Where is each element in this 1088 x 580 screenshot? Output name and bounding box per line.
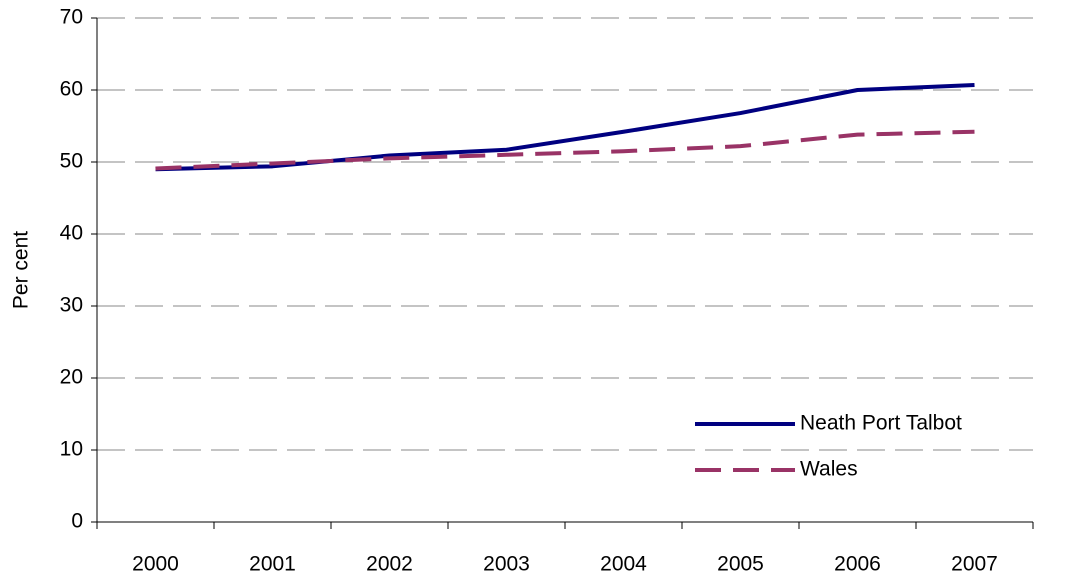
- x-tick-label: 2004: [600, 553, 647, 576]
- y-axis-label: Per cent: [10, 231, 33, 309]
- x-tick-label: 2003: [483, 553, 530, 576]
- y-tick-label: 60: [60, 78, 83, 101]
- y-tick-label: 0: [71, 510, 83, 533]
- x-tick-label: 2005: [717, 553, 764, 576]
- series-line: [155, 129, 975, 171]
- y-tick-label: 40: [60, 222, 83, 245]
- y-tick-label: 50: [60, 150, 83, 173]
- y-tick-label: 20: [60, 366, 83, 389]
- y-tick-label: 70: [60, 6, 83, 29]
- legend-label: Wales: [800, 458, 858, 481]
- y-tick-label: 10: [60, 438, 83, 461]
- series-line: [155, 82, 975, 172]
- x-tick-label: 2002: [366, 553, 413, 576]
- y-tick-label: 30: [60, 294, 83, 317]
- x-tick-label: 2000: [132, 553, 179, 576]
- legend-label: Neath Port Talbot: [800, 412, 962, 435]
- x-tick-label: 2001: [249, 553, 296, 576]
- x-tick-label: 2006: [834, 553, 881, 576]
- x-tick-label: 2007: [951, 553, 998, 576]
